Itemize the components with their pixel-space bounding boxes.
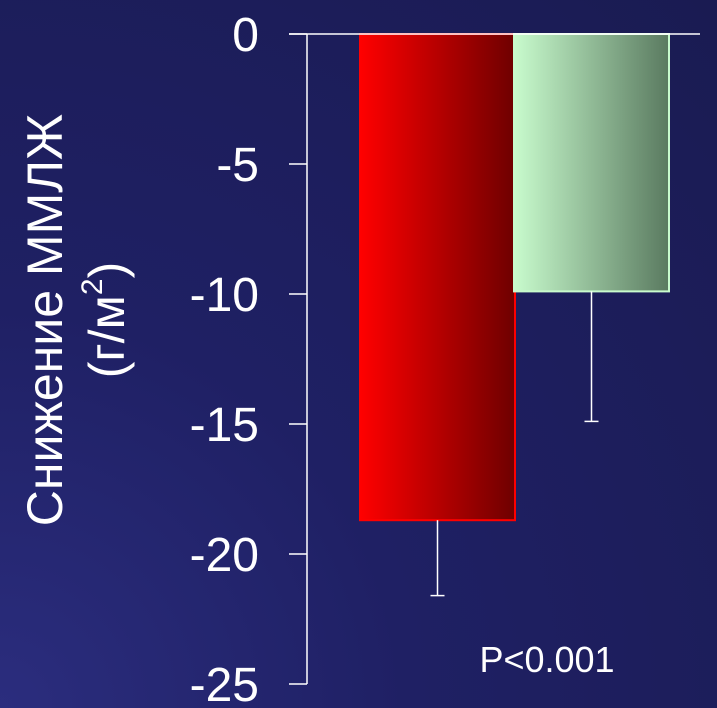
y-axis-ticks: 0 -5 -10 -15 -20 -25	[190, 9, 307, 708]
p-value-annotation: P<0.001	[479, 639, 614, 680]
y-tick-label: -10	[190, 269, 259, 322]
bars	[359, 33, 670, 597]
y-tick-label: -25	[190, 659, 259, 708]
bar-2	[513, 33, 670, 293]
y-tick-label: 0	[232, 9, 259, 62]
y-tick-label: -20	[190, 529, 259, 582]
y-tick-label: -15	[190, 399, 259, 452]
y-axis-label-superscript: 2	[76, 278, 109, 295]
y-tick-label: -5	[216, 139, 259, 192]
bar-1	[359, 33, 516, 522]
y-axis-label: Снижение ММЛЖ (г/м2)	[17, 114, 135, 526]
y-axis-label-line1: Снижение ММЛЖ	[17, 114, 73, 526]
y-axis-label-line2: (г/м2)	[76, 262, 135, 379]
